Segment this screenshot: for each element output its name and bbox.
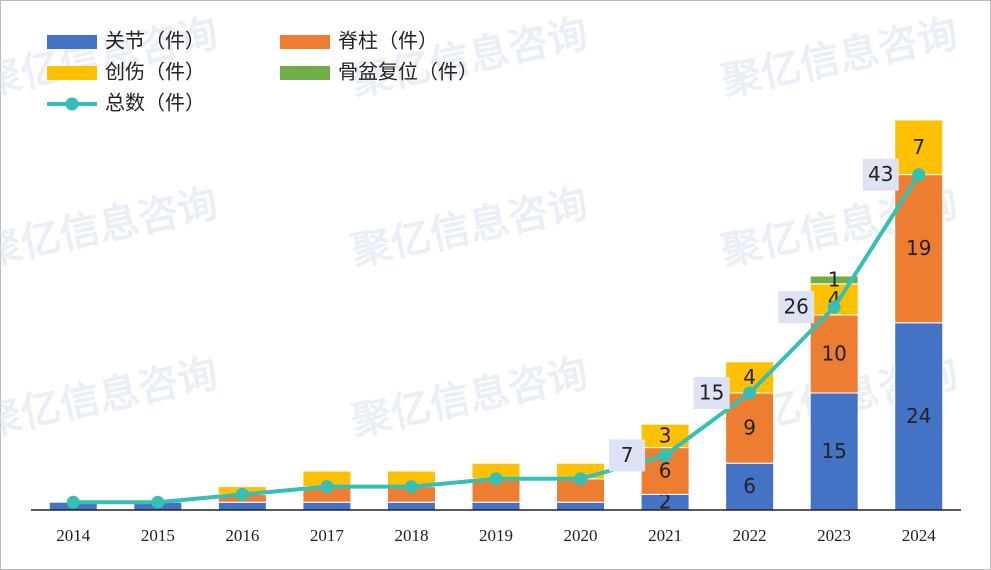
legend-swatch xyxy=(280,35,330,49)
bar-segment xyxy=(302,501,352,511)
x-tick-label: 2024 xyxy=(902,526,937,545)
legend-label: 总数（件） xyxy=(105,91,205,115)
bar-segment xyxy=(471,501,521,511)
x-tick-label: 2023 xyxy=(817,526,851,545)
bar-segment xyxy=(809,275,859,285)
x-tick-label: 2019 xyxy=(479,526,513,545)
legend-swatch xyxy=(47,66,97,80)
x-tick-label: 2015 xyxy=(141,526,175,545)
total-point xyxy=(151,495,165,509)
legend-swatch xyxy=(47,35,97,49)
data-label: 15 xyxy=(821,439,846,463)
bar-segment xyxy=(386,501,436,511)
label-box xyxy=(778,291,815,324)
total-label: 15 xyxy=(699,381,724,405)
total-point xyxy=(912,168,926,182)
x-tick-label: 2020 xyxy=(564,526,598,545)
legend-label: 骨盆复位（件） xyxy=(338,60,478,84)
data-label: 3 xyxy=(659,423,672,447)
data-label: 7 xyxy=(912,135,925,159)
label-box xyxy=(609,439,646,472)
label-box xyxy=(862,158,899,191)
x-tick-label: 2017 xyxy=(310,526,345,545)
bar-segment xyxy=(809,314,859,394)
total-label: 7 xyxy=(621,443,634,467)
data-label: 9 xyxy=(743,416,756,440)
total-point xyxy=(66,495,80,509)
data-label: 19 xyxy=(906,236,931,260)
total-point xyxy=(827,300,841,314)
data-label: 6 xyxy=(659,459,672,483)
legend-swatch xyxy=(280,66,330,80)
bar-segment xyxy=(894,119,944,176)
x-tick-label: 2018 xyxy=(394,526,428,545)
bar-segment xyxy=(809,392,859,511)
data-label: 4 xyxy=(743,365,756,389)
x-tick-label: 2014 xyxy=(56,526,91,545)
total-point xyxy=(320,480,334,494)
total-point xyxy=(489,472,503,486)
bar-segment xyxy=(217,501,267,511)
data-label: 24 xyxy=(906,404,931,428)
legend-label: 脊柱（件） xyxy=(338,29,438,53)
total-label: 43 xyxy=(868,162,893,186)
total-point xyxy=(658,448,672,462)
bar-segment xyxy=(894,174,944,324)
legend-marker xyxy=(65,97,79,111)
total-point xyxy=(743,386,757,400)
data-label: 2 xyxy=(659,490,672,514)
bar-segment xyxy=(725,462,775,511)
total-point xyxy=(574,472,588,486)
bar-segment xyxy=(556,501,606,511)
total-label: 26 xyxy=(783,295,808,319)
legend-label: 关节（件） xyxy=(105,29,205,53)
data-label: 10 xyxy=(821,342,846,366)
bar-segment xyxy=(894,322,944,511)
label-box xyxy=(693,377,730,409)
x-tick-label: 2022 xyxy=(733,526,767,545)
data-label: 1 xyxy=(828,267,841,291)
x-tick-label: 2016 xyxy=(225,526,259,545)
x-tick-label: 2021 xyxy=(648,526,682,545)
data-label: 6 xyxy=(743,474,756,498)
legend-label: 创伤（件） xyxy=(105,60,205,84)
total-point xyxy=(235,487,249,501)
total-point xyxy=(404,480,418,494)
